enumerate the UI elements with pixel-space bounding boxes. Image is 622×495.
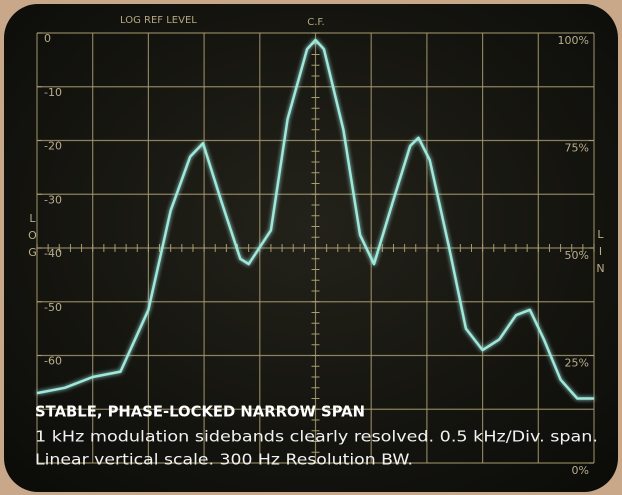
y-tick-label: -10 <box>44 86 62 99</box>
y-tick-label: -20 <box>44 140 62 153</box>
y-tick-label: -60 <box>44 355 62 368</box>
y-tick-label: 0 <box>44 32 51 45</box>
left-axis-label: LOG <box>26 212 39 263</box>
y-tick-label: -50 <box>44 301 62 314</box>
y2-tick-label: 100% <box>558 34 589 47</box>
caption-line: Linear vertical scale. 300 Hz Resolution… <box>35 451 413 469</box>
chart: LOG REF LEVEL C.F. STABLE, PHASE-LOCKED … <box>0 0 622 495</box>
y2-tick-label: 50% <box>565 249 589 262</box>
top-left-label: LOG REF LEVEL <box>120 15 197 26</box>
y-tick-label: -30 <box>44 193 62 206</box>
screenshot: LOG REF LEVEL C.F. STABLE, PHASE-LOCKED … <box>0 0 622 495</box>
y2-tick-label: 25% <box>565 357 589 370</box>
caption-title: STABLE, PHASE-LOCKED NARROW SPAN <box>35 403 365 421</box>
top-center-label: C.F. <box>307 17 325 28</box>
y2-tick-label: 75% <box>565 142 589 155</box>
right-axis-label: LIN <box>594 228 607 279</box>
caption-line: 1 kHz modulation sidebands clearly resol… <box>35 428 598 446</box>
y-tick-label: -40 <box>44 247 62 260</box>
y2-tick-label: 0% <box>572 464 589 477</box>
